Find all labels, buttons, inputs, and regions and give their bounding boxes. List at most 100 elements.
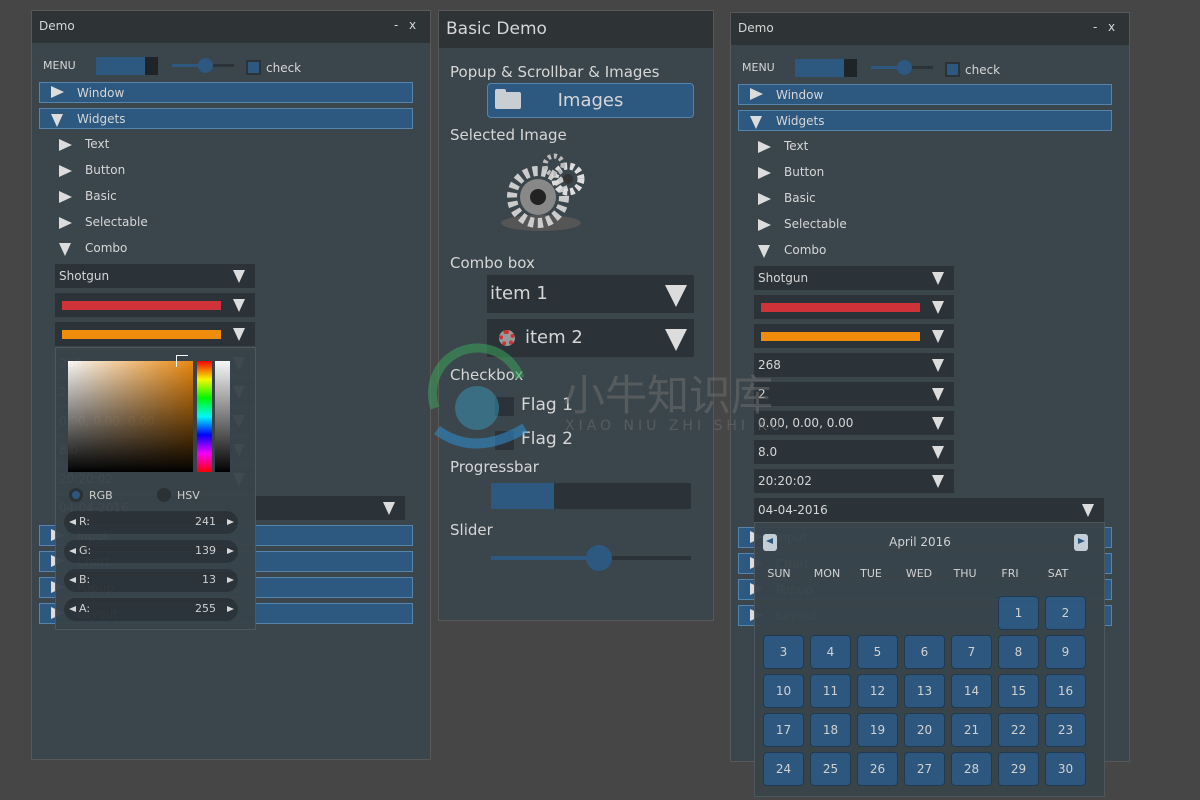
day-button[interactable]: 6 [904,635,945,669]
combo-box[interactable] [55,322,255,346]
progress-fill [795,59,844,77]
day-button[interactable]: 3 [763,635,804,669]
combo-box[interactable]: 2 [754,382,954,406]
radio-button[interactable] [69,488,83,502]
day-button[interactable]: 12 [857,674,898,708]
tree-item-label[interactable]: Text [85,137,110,151]
day-button[interactable]: 2 [1045,596,1086,630]
day-button[interactable]: 9 [1045,635,1086,669]
combo-box[interactable]: item 2 [487,319,694,357]
tree-item-label[interactable]: Button [784,165,825,179]
day-button[interactable]: 16 [1045,674,1086,708]
menu-progress [96,57,158,75]
arrow-icon [932,475,944,488]
day-button[interactable]: 30 [1045,752,1086,786]
close-button[interactable]: x [409,18,417,32]
radio-button[interactable] [157,488,171,502]
day-button[interactable]: 21 [951,713,992,747]
tree-header[interactable]: Window [39,82,413,103]
day-button[interactable]: 20 [904,713,945,747]
combo-box[interactable]: 04-04-2016 [754,498,1104,522]
slider-knob[interactable] [897,60,912,75]
arrow-icon [233,270,245,283]
combo-box[interactable] [754,295,954,319]
combo-box[interactable]: item 1 [487,275,694,313]
menu-label[interactable]: MENU [742,61,775,74]
day-button[interactable]: 10 [763,674,804,708]
day-button[interactable]: 18 [810,713,851,747]
checkbox[interactable] [246,60,261,75]
tree-item-label[interactable]: Selectable [784,217,847,231]
day-button[interactable]: 23 [1045,713,1086,747]
combo-box[interactable]: Shotgun [754,266,954,290]
day-button[interactable]: 15 [998,674,1039,708]
close-button[interactable]: x [1108,20,1116,34]
day-button[interactable]: 13 [904,674,945,708]
combo-box[interactable]: 0.00, 0.00, 0.00 [754,411,954,435]
weekday-label: FRI [1001,567,1019,580]
combo-value: 2 [758,387,766,401]
day-button[interactable]: 27 [904,752,945,786]
checkbox[interactable] [495,397,514,416]
arrow-icon [665,285,687,307]
arrow-icon [1082,504,1094,517]
combo-box[interactable]: 8.0 [754,440,954,464]
day-button[interactable]: 1 [998,596,1039,630]
tree-item-label[interactable]: Combo [85,241,128,255]
weekday-label: SUN [767,567,791,580]
day-button[interactable]: 22 [998,713,1039,747]
day-button[interactable]: 7 [951,635,992,669]
arrow-icon [227,548,234,554]
window-header [731,13,1129,45]
tree-header-label: Widgets [77,112,126,126]
slider-knob[interactable] [198,58,213,73]
tree-header-label: Window [77,86,125,100]
day-button[interactable]: 26 [857,752,898,786]
property-field[interactable]: A: 255 [64,598,238,621]
minimize-button[interactable]: - [1093,20,1098,34]
property-field[interactable]: B: 13 [64,569,238,592]
minimize-button[interactable]: - [394,18,399,32]
prev-month-button[interactable] [763,534,777,551]
combo-box[interactable]: 268 [754,353,954,377]
menu-label[interactable]: MENU [43,59,76,72]
checkbox[interactable] [945,62,960,77]
checkbox-label: check [266,61,302,75]
day-button[interactable]: 14 [951,674,992,708]
day-button[interactable]: 17 [763,713,804,747]
day-button[interactable]: 25 [810,752,851,786]
day-button[interactable]: 28 [951,752,992,786]
combo-box[interactable] [55,293,255,317]
arrow-icon [227,577,234,583]
combo-box[interactable]: Shotgun [55,264,255,288]
color-swatch [761,303,920,312]
property-field[interactable]: G: 139 [64,540,238,563]
tree-item-label[interactable]: Selectable [85,215,148,229]
tree-header[interactable]: Window [738,84,1112,105]
day-button[interactable]: 29 [998,752,1039,786]
day-button[interactable]: 5 [857,635,898,669]
combo-box[interactable]: 20:20:02 [754,469,954,493]
day-button[interactable]: 8 [998,635,1039,669]
day-button[interactable]: 4 [810,635,851,669]
tree-item-label[interactable]: Text [784,139,809,153]
tree-item-label[interactable]: Combo [784,243,827,257]
tree-item-label[interactable]: Basic [85,189,117,203]
property-field[interactable]: R: 241 [64,511,238,534]
tree-item-label[interactable]: Basic [784,191,816,205]
day-button[interactable]: 11 [810,674,851,708]
tree-item-label[interactable]: Button [85,163,126,177]
alpha-bar [215,361,230,472]
radio-label: RGB [89,489,113,502]
tree-header[interactable]: Widgets [738,110,1112,131]
selected-image [496,151,591,236]
next-month-button[interactable] [1074,534,1088,551]
day-button[interactable]: 19 [857,713,898,747]
weekday-label: TUE [860,567,882,580]
slider-knob[interactable] [586,545,612,571]
combo-box[interactable] [754,324,954,348]
day-label: 16 [1057,684,1074,698]
images-button[interactable]: Images [487,83,694,118]
day-button[interactable]: 24 [763,752,804,786]
tree-header[interactable]: Widgets [39,108,413,129]
